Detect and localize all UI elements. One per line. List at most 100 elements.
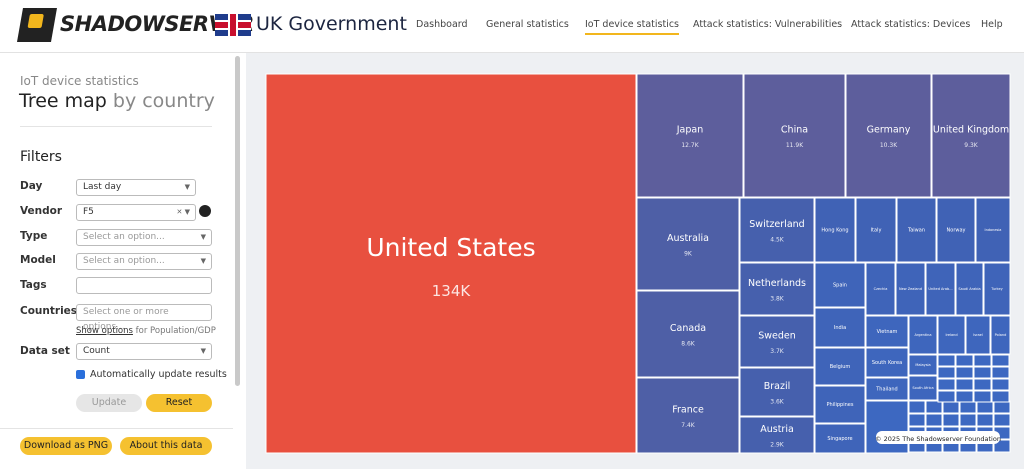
treemap-cell[interactable] [983, 262, 1011, 316]
treemap-cell[interactable] [991, 390, 1010, 403]
treemap-cell[interactable] [991, 378, 1010, 391]
multiselect[interactable]: Select one or more options... [76, 304, 212, 332]
treemap-cell[interactable] [739, 197, 815, 263]
nav-link[interactable]: Attack statistics: Vulnerabilities [693, 19, 843, 30]
treemap-cell[interactable] [814, 347, 866, 386]
treemap-cell[interactable] [814, 423, 866, 454]
treemap-cell[interactable] [991, 354, 1010, 367]
treemap-cell[interactable] [973, 390, 992, 403]
treemap-cell[interactable] [743, 73, 846, 198]
treemap-cell[interactable] [865, 262, 896, 316]
treemap-cell[interactable] [937, 354, 956, 367]
treemap-cell[interactable] [937, 390, 956, 403]
cell-label: Austria [760, 424, 794, 435]
treemap-cell[interactable] [942, 413, 960, 427]
treemap-cell[interactable] [991, 366, 1010, 379]
cell-label: Germany [867, 125, 911, 136]
treemap-cell[interactable] [865, 377, 909, 401]
nav-link[interactable]: General statistics [486, 19, 569, 30]
treemap-cell[interactable] [976, 400, 994, 414]
treemap-cell[interactable] [973, 366, 992, 379]
treemap-cell[interactable] [895, 262, 926, 316]
treemap-cell[interactable] [936, 197, 976, 263]
treemap-cell[interactable] [955, 354, 974, 367]
treemap-cell[interactable] [814, 385, 866, 424]
select[interactable]: Last day ▼ [76, 179, 196, 196]
select-value: Last day [83, 182, 122, 192]
treemap-cell[interactable] [993, 413, 1011, 427]
select[interactable]: Count ▼ [76, 343, 212, 360]
treemap-cell[interactable] [636, 73, 744, 198]
treemap-cell[interactable] [908, 413, 926, 427]
treemap-cell[interactable] [636, 377, 740, 454]
text-input[interactable] [76, 277, 212, 294]
treemap-cell[interactable] [855, 197, 897, 263]
treemap-cell[interactable] [814, 262, 866, 308]
treemap-cell[interactable] [937, 366, 956, 379]
treemap-cell[interactable] [955, 378, 974, 391]
treemap-cell[interactable] [636, 197, 740, 291]
treemap-cell[interactable] [814, 197, 856, 263]
reset-button[interactable]: Reset [146, 394, 212, 412]
treemap-cell[interactable] [965, 315, 991, 355]
download-button[interactable]: Download as PNG [20, 437, 112, 455]
treemap-cell[interactable] [896, 197, 937, 263]
treemap-cell[interactable] [942, 400, 960, 414]
cell-label: Taiwan [907, 228, 925, 234]
select[interactable]: F5 ✕ ▼ [76, 204, 196, 221]
checkbox[interactable] [76, 370, 85, 379]
treemap-cell[interactable] [865, 315, 909, 348]
select[interactable]: Select an option... ▼ [76, 229, 212, 246]
treemap-cell[interactable] [925, 262, 956, 316]
treemap-cell[interactable] [959, 413, 977, 427]
treemap-cell[interactable] [975, 197, 1011, 263]
treemap-cell[interactable] [865, 347, 909, 378]
logo-icon[interactable] [17, 8, 57, 42]
treemap-cell[interactable] [976, 413, 994, 427]
treemap-cell[interactable] [955, 390, 974, 403]
treemap-cell[interactable] [990, 315, 1011, 355]
treemap-cell[interactable] [937, 378, 956, 391]
treemap-cell[interactable] [993, 439, 1011, 453]
select[interactable]: Select an option... ▼ [76, 253, 212, 270]
treemap-cell[interactable] [993, 400, 1011, 414]
treemap-cell[interactable] [739, 262, 815, 316]
cell-value: 2.9K [770, 441, 785, 448]
nav-link[interactable]: IoT device statistics [585, 19, 680, 35]
treemap-cell[interactable] [973, 354, 992, 367]
treemap-cell[interactable] [925, 400, 943, 414]
show-options[interactable]: Show options for Population/GDP [76, 326, 216, 336]
treemap-cell[interactable] [814, 307, 866, 348]
treemap-cell[interactable] [636, 290, 740, 378]
treemap-cell[interactable] [265, 73, 637, 454]
nav-link[interactable]: Help [981, 19, 1003, 30]
scrollbar[interactable] [235, 56, 240, 386]
nav-link[interactable]: Dashboard [416, 19, 468, 30]
treemap-cell[interactable] [865, 400, 909, 454]
treemap-cell[interactable] [908, 375, 938, 401]
treemap-cell[interactable] [908, 400, 926, 414]
treemap-cell[interactable] [845, 73, 932, 198]
nav-link[interactable]: Attack statistics: Devices [851, 19, 971, 30]
update-button[interactable]: Update [76, 394, 142, 412]
divider [0, 428, 233, 429]
treemap-cell[interactable] [955, 262, 984, 316]
treemap-cell[interactable] [739, 367, 815, 417]
treemap-cell[interactable] [937, 315, 966, 355]
treemap-cell[interactable] [931, 73, 1011, 198]
about-button[interactable]: About this data [120, 437, 212, 455]
link[interactable]: Show options [76, 326, 133, 336]
divider [20, 126, 212, 127]
cell-label: Vietnam [877, 329, 898, 335]
treemap-cell[interactable] [739, 416, 815, 454]
treemap-cell[interactable] [739, 315, 815, 368]
treemap-cell[interactable] [955, 366, 974, 379]
link-suffix: for Population/GDP [135, 326, 216, 336]
treemap-cell[interactable] [908, 315, 938, 355]
treemap-cell[interactable] [925, 413, 943, 427]
treemap-cell[interactable] [908, 354, 938, 376]
treemap-cell[interactable] [959, 400, 977, 414]
help-icon[interactable] [199, 205, 211, 217]
treemap-cell[interactable] [973, 378, 992, 391]
